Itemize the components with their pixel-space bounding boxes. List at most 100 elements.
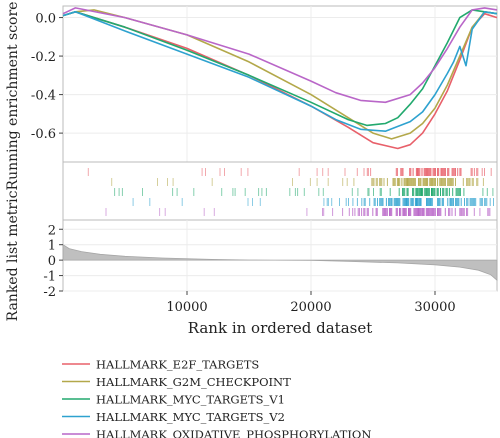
hit-mark [167,178,168,186]
hit-mark [399,178,401,186]
hit-mark [294,188,296,196]
hit-mark [417,198,419,206]
hit-mark [388,198,390,206]
hit-mark [406,188,408,196]
hit-mark [211,178,213,186]
hit-mark [437,208,438,216]
hit-mark [412,188,414,196]
hit-mark [490,168,492,176]
hit-mark [386,178,388,186]
hit-mark [433,168,435,176]
hit-mark [221,188,223,196]
hit-mark [402,198,404,206]
hit-mark [431,208,433,216]
hit-mark [416,198,417,206]
hit-mark [391,198,393,206]
hit-mark [414,208,416,216]
legend-label: HALLMARK_MYC_TARGETS_V1 [96,393,285,407]
hit-mark [419,198,421,206]
hit-mark [476,168,478,176]
hit-mark [427,188,429,196]
hit-mark [339,198,340,206]
hit-mark [379,198,381,206]
hit-mark [426,198,428,206]
hit-mark [375,208,377,216]
hit-mark [382,198,384,206]
hit-mark [443,188,445,196]
hit-mark [442,168,444,176]
hit-mark [434,178,436,186]
hit-mark [416,188,418,196]
hit-mark [346,178,348,186]
hit-mark [439,208,441,216]
hit-mark [327,198,329,206]
hit-mark [460,188,461,196]
hit-mark [469,178,471,186]
hit-mark [436,188,438,196]
hit-mark [403,198,405,206]
hit-mark [448,178,450,186]
hit-mark [466,208,467,216]
hit-mark [444,178,446,186]
hit-mark [366,168,368,176]
hit-mark [482,178,484,186]
hit-mark [332,208,334,216]
hit-mark [322,188,324,196]
hit-mark [430,208,432,216]
hit-mark [247,168,249,176]
hit-mark [306,208,308,216]
hit-mark [367,208,369,216]
hit-mark [87,168,89,176]
hit-mark [458,188,460,196]
hit-mark [421,168,423,176]
hit-mark [423,178,425,186]
hit-mark [390,198,392,206]
hit-mark [261,188,263,196]
hit-mark [464,198,465,206]
hit-mark [385,198,387,206]
hit-mark [487,208,489,216]
hit-mark [384,208,386,216]
hit-mark [460,208,462,216]
hit-mark [474,198,476,206]
hit-mark [405,178,407,186]
legend-label: HALLMARK_E2F_TARGETS [96,358,259,372]
hit-mark [361,208,363,216]
hit-mark [427,178,429,186]
hit-mark [459,208,461,216]
hit-mark [442,188,444,196]
hit-mark [473,168,475,176]
hit-mark [431,178,433,186]
hit-mark [399,198,401,206]
hit-mark [232,188,234,196]
hit-mark [451,178,453,186]
hit-mark [366,208,368,216]
hit-mark [485,198,487,206]
hit-mark [421,208,423,216]
x-axis-label: Rank in ordered dataset [188,319,373,337]
hit-mark [419,168,421,176]
hit-mark [411,198,413,206]
hit-mark [351,188,353,196]
hit-mark [292,178,293,186]
hit-mark [164,208,166,216]
hit-mark [385,208,387,216]
hit-mark [440,178,442,186]
hit-mark [428,208,430,216]
hit-mark [426,188,428,196]
hit-mark [372,178,374,186]
legend-label: HALLMARK_G2M_CHECKPOINT [96,375,291,389]
metric-y-axis-label: Ranked list metric [5,190,21,321]
hit-mark [418,168,420,176]
hit-mark [418,178,420,186]
hit-mark [323,208,325,216]
hit-mark [455,168,456,176]
enrichment-lines [62,7,498,150]
metric-panel-background [62,219,498,292]
hit-mark [419,208,421,216]
hit-mark [381,198,383,206]
hit-mark [448,208,450,216]
hit-mark [424,178,426,186]
hit-mark [452,188,454,196]
hit-mark [342,208,344,216]
